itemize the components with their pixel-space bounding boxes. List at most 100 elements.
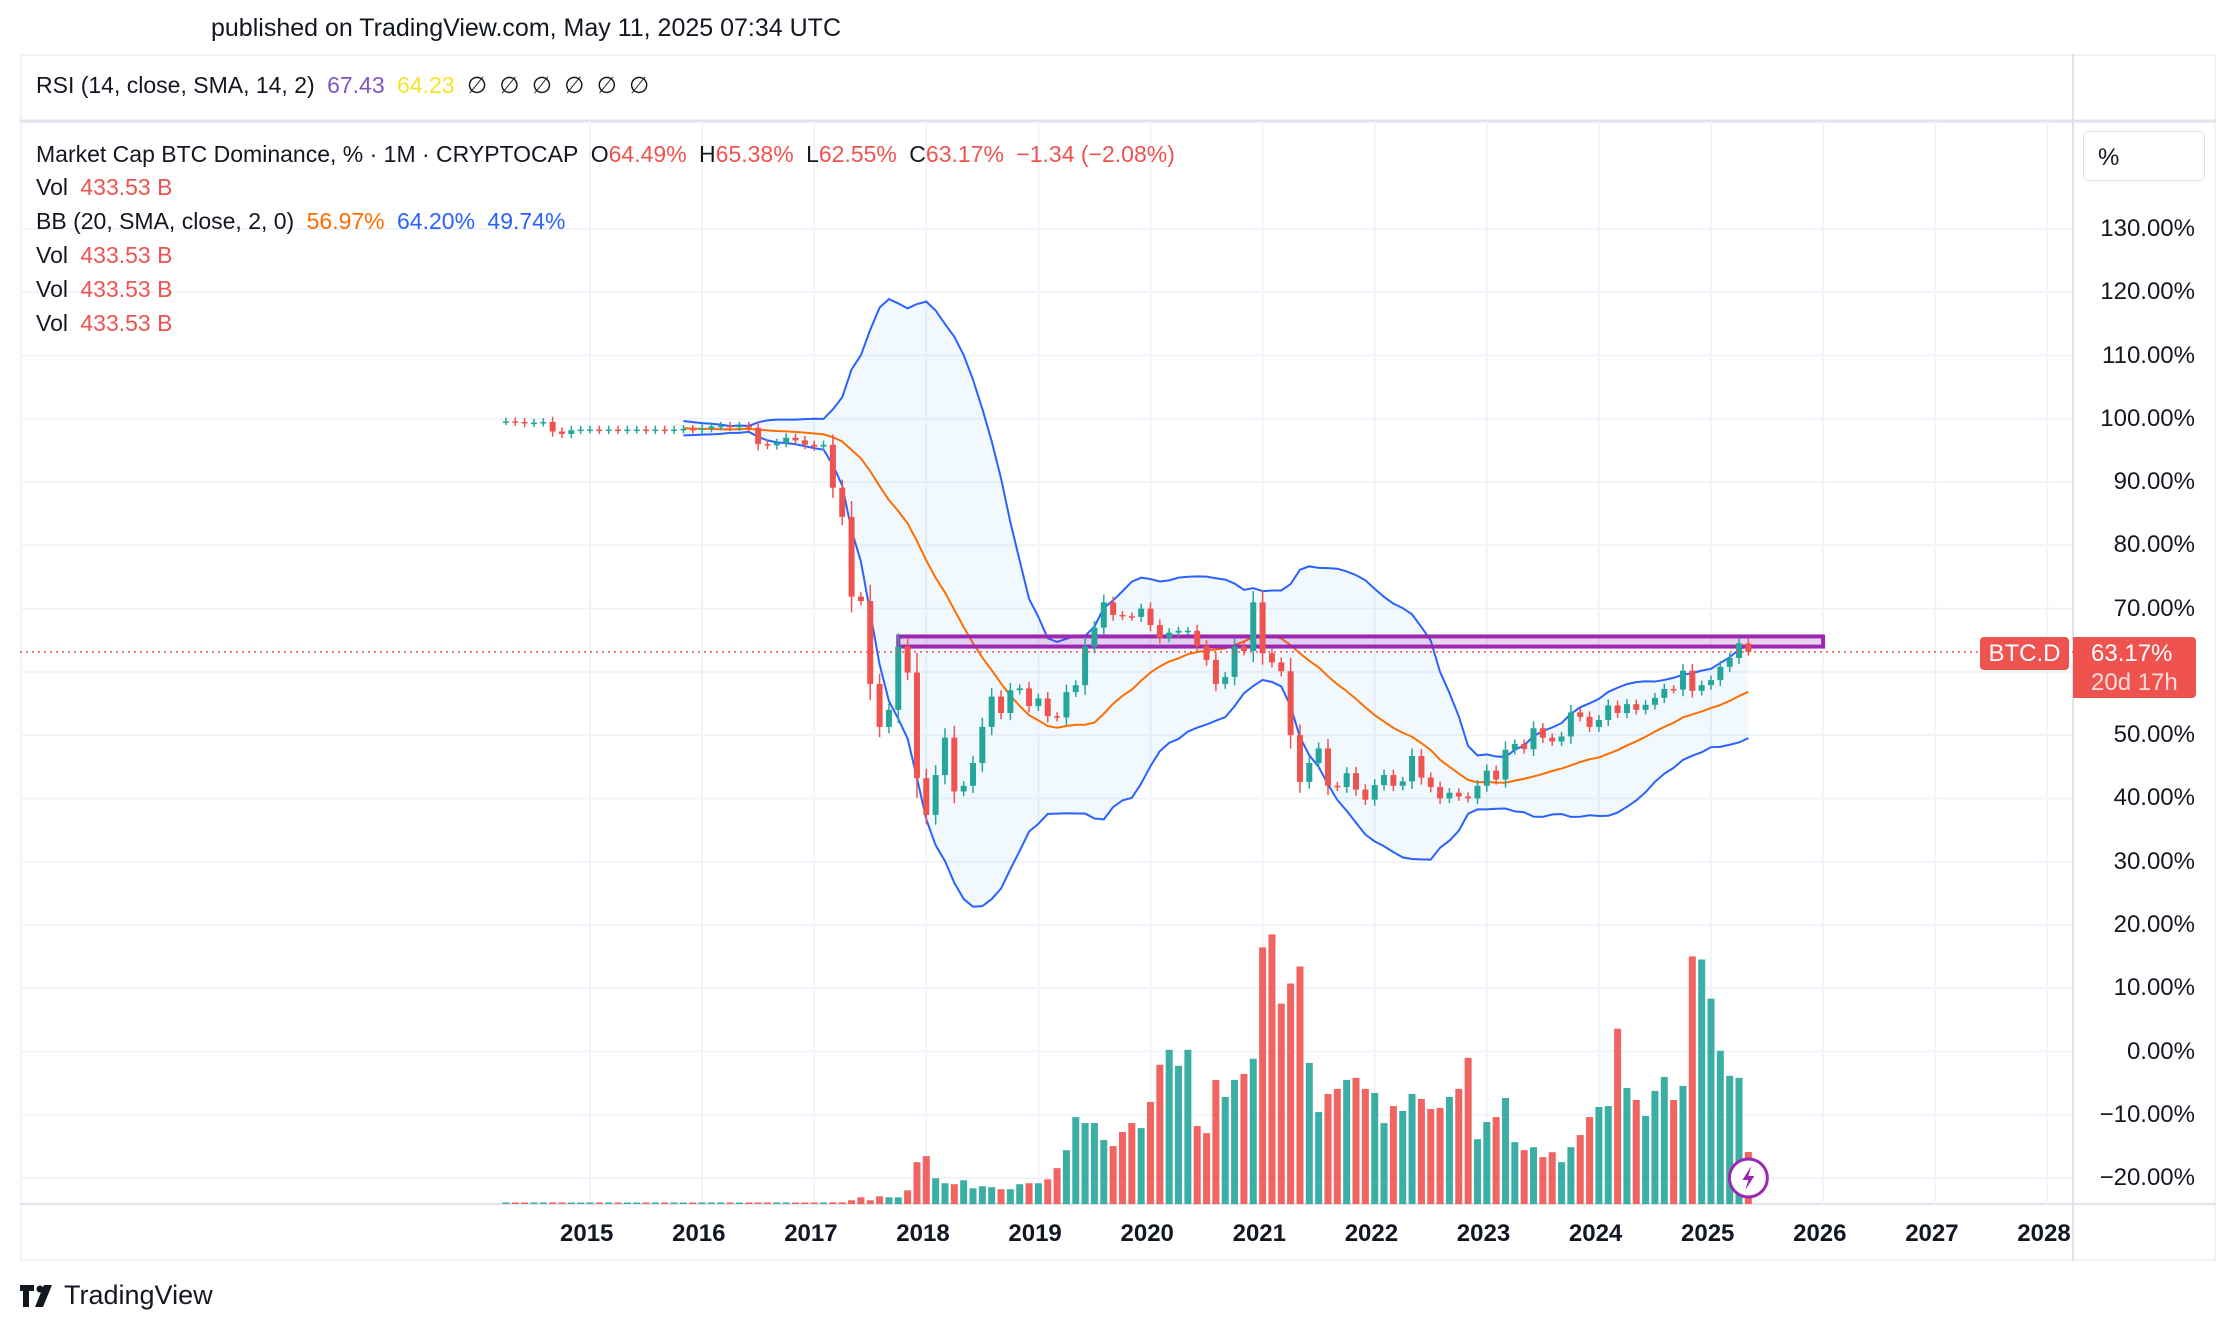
candle-body <box>652 429 659 432</box>
volume-bar <box>707 1202 715 1204</box>
candle-body <box>801 440 808 445</box>
volume-bar <box>1670 1099 1678 1204</box>
candle-body <box>671 429 678 432</box>
volume-bar <box>792 1202 800 1204</box>
rsi-label: RSI (14, close, SMA, 14, 2) <box>36 72 315 98</box>
volume-bar <box>988 1187 996 1204</box>
volume-bar <box>1090 1123 1098 1204</box>
candle-body <box>1605 705 1612 720</box>
volume-bar <box>1006 1189 1014 1204</box>
volume-bar <box>960 1180 968 1204</box>
volume-bar <box>530 1202 538 1204</box>
candle-body <box>1586 716 1593 727</box>
volume-bar <box>857 1197 865 1204</box>
candle-body <box>895 646 902 710</box>
vol-label: Vol <box>36 174 68 200</box>
volume-bar <box>754 1202 762 1204</box>
volume-bar <box>763 1202 771 1204</box>
candle-body <box>1343 773 1350 788</box>
price-tick-label: 0.00% <box>2126 1037 2195 1065</box>
candle-body <box>1493 770 1500 780</box>
volume-bar <box>1464 1057 1472 1204</box>
rsi-empty-6: ∅ <box>629 72 650 98</box>
volume-bar <box>1081 1123 1089 1204</box>
candle-body <box>1670 688 1677 691</box>
volume-bar <box>539 1202 547 1204</box>
candle-body <box>587 429 593 432</box>
rsi-legend[interactable]: RSI (14, close, SMA, 14, 2) 67.43 64.23 … <box>36 72 655 99</box>
vol-legend-4[interactable]: Vol 433.53 B <box>36 310 178 337</box>
candle-body <box>913 672 920 779</box>
candle-body <box>540 421 547 424</box>
volume-bar <box>1380 1123 1388 1204</box>
candle-body <box>1614 705 1621 714</box>
low-value: 62.55% <box>818 141 897 167</box>
price-tick-label: −20.00% <box>2099 1164 2195 1192</box>
volume-bar <box>1520 1150 1528 1204</box>
vol-value: 433.53 B <box>80 276 173 302</box>
volume-bar <box>866 1200 874 1204</box>
candle-body <box>979 726 986 763</box>
volume-bar <box>1455 1088 1463 1204</box>
candle-body <box>1026 688 1033 707</box>
volume-bar <box>623 1202 631 1204</box>
time-tick-label: 2023 <box>1456 1220 1511 1247</box>
bb-basis-value: 56.97% <box>306 208 385 234</box>
candle-body <box>1577 712 1584 717</box>
time-tick-label: 2015 <box>560 1220 614 1247</box>
volume-bar <box>1268 934 1276 1204</box>
candle-body <box>530 422 537 425</box>
time-tick-label: 2020 <box>1120 1220 1174 1247</box>
candle-body <box>941 737 948 776</box>
candle-body <box>643 429 650 432</box>
candle-body <box>1278 662 1285 672</box>
candle-body <box>1427 777 1434 788</box>
volume-bar <box>820 1202 828 1204</box>
candle-body <box>1418 756 1425 778</box>
price-tick-label: 120.00% <box>2100 278 2195 306</box>
price-tick-label: 50.00% <box>2113 721 2195 749</box>
main-series-legend[interactable]: Market Cap BTC Dominance, % · 1M · CRYPT… <box>36 141 1181 168</box>
candle-body <box>773 442 780 446</box>
candle-body <box>1633 704 1640 710</box>
open-label: O <box>590 141 609 167</box>
bb-legend[interactable]: BB (20, SMA, close, 2, 0) 56.97% 64.20% … <box>36 208 571 235</box>
volume-bar <box>1212 1079 1220 1204</box>
volume-bar <box>549 1202 557 1204</box>
rsi-empty-5: ∅ <box>596 72 617 98</box>
price-tick-label: 100.00% <box>2100 404 2195 432</box>
volume-bar <box>1483 1121 1491 1204</box>
volume-bar <box>1371 1092 1379 1204</box>
tradingview-logo[interactable]: TradingView <box>20 1280 213 1311</box>
candle-body <box>596 429 603 432</box>
volume-bar <box>1193 1126 1201 1204</box>
volume-bar <box>1716 1050 1724 1204</box>
volume-bar <box>1137 1128 1145 1204</box>
volume-bar <box>1548 1152 1556 1204</box>
time-tick-label: 2016 <box>672 1220 726 1247</box>
percent-scale-button[interactable]: % <box>2083 131 2205 181</box>
candle-body <box>1306 762 1313 782</box>
candle-body <box>1147 608 1154 626</box>
volume-bar <box>1688 956 1696 1204</box>
volume-bar <box>1735 1077 1743 1204</box>
candle-body <box>727 425 734 428</box>
vol-legend-3[interactable]: Vol 433.53 B <box>36 276 178 303</box>
volume-bar <box>1651 1090 1659 1204</box>
candle-body <box>1465 796 1472 799</box>
volume-bar <box>913 1162 921 1204</box>
volume-bar <box>1165 1049 1173 1204</box>
candle-body <box>502 421 509 423</box>
price-tick-label: 10.00% <box>2113 974 2195 1002</box>
low-label: L <box>806 141 819 167</box>
close-label: C <box>909 141 926 167</box>
volume-bar <box>689 1202 697 1204</box>
volume-bar <box>894 1197 902 1204</box>
volume-bar <box>1062 1150 1070 1204</box>
vol-legend-2[interactable]: Vol 433.53 B <box>36 242 178 269</box>
vol-legend-1[interactable]: Vol 433.53 B <box>36 174 178 201</box>
price-tick-label: 130.00% <box>2100 215 2195 242</box>
candle-body <box>1334 785 1341 788</box>
price-tick-label: −10.00% <box>2099 1100 2195 1128</box>
